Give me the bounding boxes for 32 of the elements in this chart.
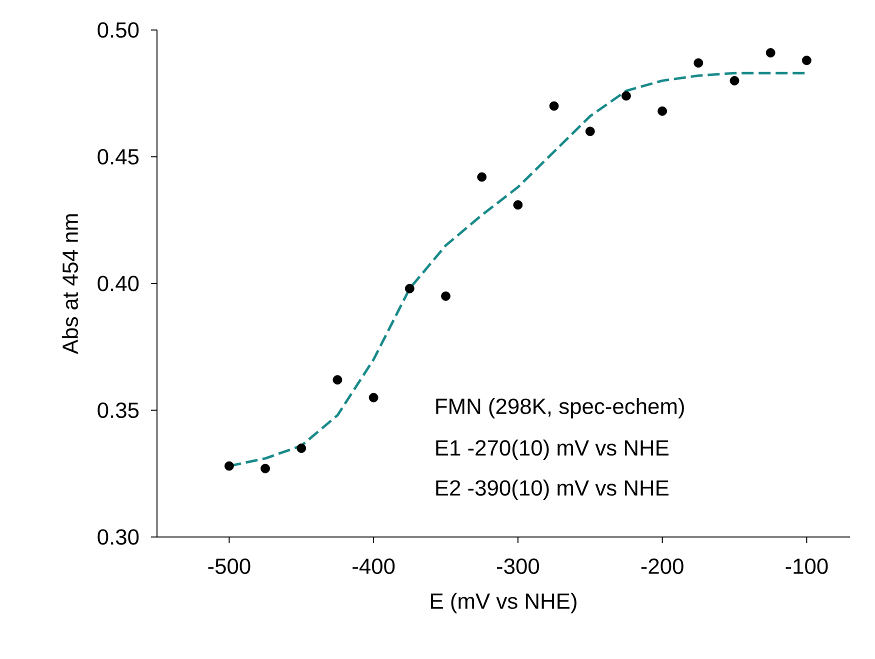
point — [404, 284, 414, 294]
x-axis-title: E (mV vs NHE) — [431, 592, 576, 614]
point — [622, 91, 631, 101]
point — [513, 200, 523, 210]
point — [224, 461, 234, 471]
annotation: E1 -270(10) mV vs NHE — [436, 440, 669, 460]
y-tick-label: 0.40 — [98, 276, 139, 292]
point — [296, 444, 306, 453]
x-tick-label: -300 — [496, 558, 540, 574]
y-axis-title: Abs at 454 nm — [62, 214, 78, 354]
x-tick-label: -200 — [641, 558, 684, 574]
point — [730, 76, 740, 86]
point — [441, 291, 450, 301]
point — [332, 375, 342, 385]
point — [802, 56, 812, 66]
y-tick-label: 0.35 — [98, 402, 139, 418]
point — [477, 172, 487, 182]
point — [549, 101, 559, 111]
annotation: FMN (298K, spec-echem) — [436, 398, 684, 418]
point — [658, 106, 668, 116]
y-tick-label: 0.50 — [98, 22, 139, 38]
point — [694, 58, 704, 68]
annotation: E2 -390(10) mV vs NHE — [436, 480, 669, 500]
x-tick-label: -100 — [786, 558, 828, 574]
x-tick-label: -500 — [208, 558, 250, 574]
y-tick-label: 0.45 — [98, 148, 139, 165]
point — [368, 392, 378, 402]
point — [766, 48, 776, 58]
point — [585, 126, 595, 136]
x-tick-label: -400 — [352, 558, 395, 574]
point — [260, 464, 270, 474]
y-tick-label: 0.30 — [98, 529, 139, 545]
